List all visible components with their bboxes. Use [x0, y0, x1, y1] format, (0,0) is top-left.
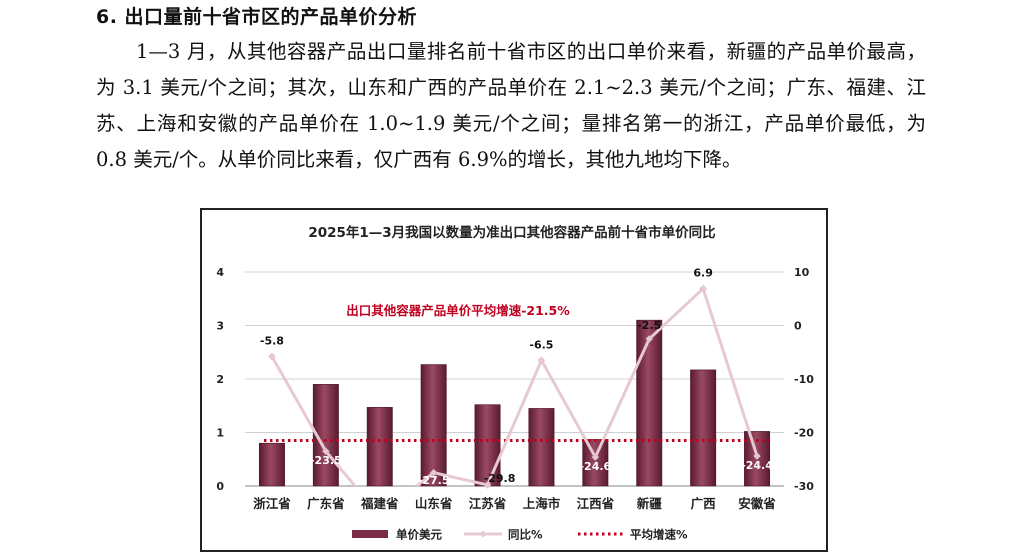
yoy-data-label: 6.9 — [693, 267, 713, 280]
yoy-line — [268, 284, 761, 489]
legend-swatch-marker — [479, 530, 487, 538]
x-tick-label: 上海市 — [523, 496, 561, 511]
yoy-data-label: -29.8 — [484, 472, 516, 485]
legend: 单价美元 同比% 平均增速% — [352, 528, 688, 542]
yoy-point — [321, 447, 330, 456]
legend-label: 同比% — [508, 528, 543, 542]
unit-price-chart: 2025年1—3月我国以数量为准出口其他容器产品前十省市单价同比 -5.8 -23… — [216, 224, 814, 542]
section-heading: 6. 出口量前十省市区的产品单价分析 — [96, 6, 418, 28]
bar — [258, 442, 285, 487]
chart-frame: 2025年1—3月我国以数量为准出口其他容器产品前十省市单价同比 -5.8 -23… — [200, 208, 828, 552]
yoy-point — [645, 335, 654, 343]
yoy-data-label: -5.8 — [260, 335, 284, 348]
x-tick-label: 广东省 — [307, 496, 345, 511]
bar — [690, 369, 717, 487]
y-right-tick-label: 0 — [794, 320, 802, 333]
legend-label: 单价美元 — [396, 528, 442, 542]
bar — [366, 407, 393, 487]
yoy-point — [429, 468, 438, 477]
analysis-paragraph: 1—3 月，从其他容器产品出口量排名前十省市区的出口单价来看，新疆的产品单价最高… — [96, 40, 926, 171]
yoy-point — [268, 352, 276, 361]
y-right-tick-label: 10 — [794, 266, 810, 279]
y-right-tick-label: -30 — [794, 480, 814, 493]
yoy-data-label: -24.4 — [741, 459, 773, 472]
data-labels: -5.8 -23.5 -27.5 -29.8 -6.5 -24.6 -2.5 6.9 -24.4 — [260, 267, 773, 487]
yoy-point — [699, 284, 708, 293]
x-tick-label: 福建省 — [360, 496, 399, 511]
y-left-tick-label: 4 — [216, 266, 224, 279]
y-left-tick-label: 2 — [216, 373, 224, 386]
yoy-data-label: -27.5 — [418, 474, 450, 487]
x-tick-label: 山东省 — [415, 496, 453, 511]
yoy-data-label: -24.6 — [579, 460, 611, 473]
chart-title: 2025年1—3月我国以数量为准出口其他容器产品前十省市单价同比 — [308, 224, 715, 241]
x-tick-label: 安徽省 — [738, 496, 776, 511]
x-tick-label: 浙江省 — [253, 496, 291, 511]
y-right-tick-label: -20 — [794, 427, 814, 440]
bar — [636, 319, 663, 487]
bar — [474, 404, 501, 487]
average-annotation: 出口其他容器产品单价平均增速-21.5% — [346, 303, 570, 318]
legend-label: 平均增速% — [630, 528, 688, 542]
y-left-tick-label: 3 — [216, 320, 224, 333]
x-tick-label: 新疆 — [637, 496, 663, 511]
yoy-point — [483, 481, 492, 489]
bar — [528, 408, 555, 487]
bar — [420, 364, 447, 487]
bar — [582, 439, 609, 487]
x-tick-label: 江苏省 — [469, 496, 507, 511]
bars — [258, 319, 771, 487]
yoy-point — [537, 356, 546, 365]
yoy-data-label: -2.5 — [637, 319, 661, 332]
yoy-polyline — [270, 285, 759, 486]
axes: 0 1 2 3 4 10 0 -10 -20 -30 浙江省 广东省 福建省 山东省 江苏省 上海市 江西省 新疆… — [216, 266, 814, 511]
yoy-point — [591, 453, 600, 461]
y-right-tick-label: -10 — [794, 373, 814, 386]
yoy-data-label: -6.5 — [529, 338, 553, 351]
x-tick-label: 江西省 — [577, 496, 615, 511]
y-left-tick-label: 1 — [216, 427, 224, 440]
legend-swatch-bar — [352, 530, 388, 538]
x-tick-label: 广西 — [691, 496, 716, 511]
yoy-data-label: -23.5 — [310, 454, 342, 467]
yoy-point — [753, 452, 761, 460]
y-left-tick-label: 0 — [216, 480, 224, 493]
